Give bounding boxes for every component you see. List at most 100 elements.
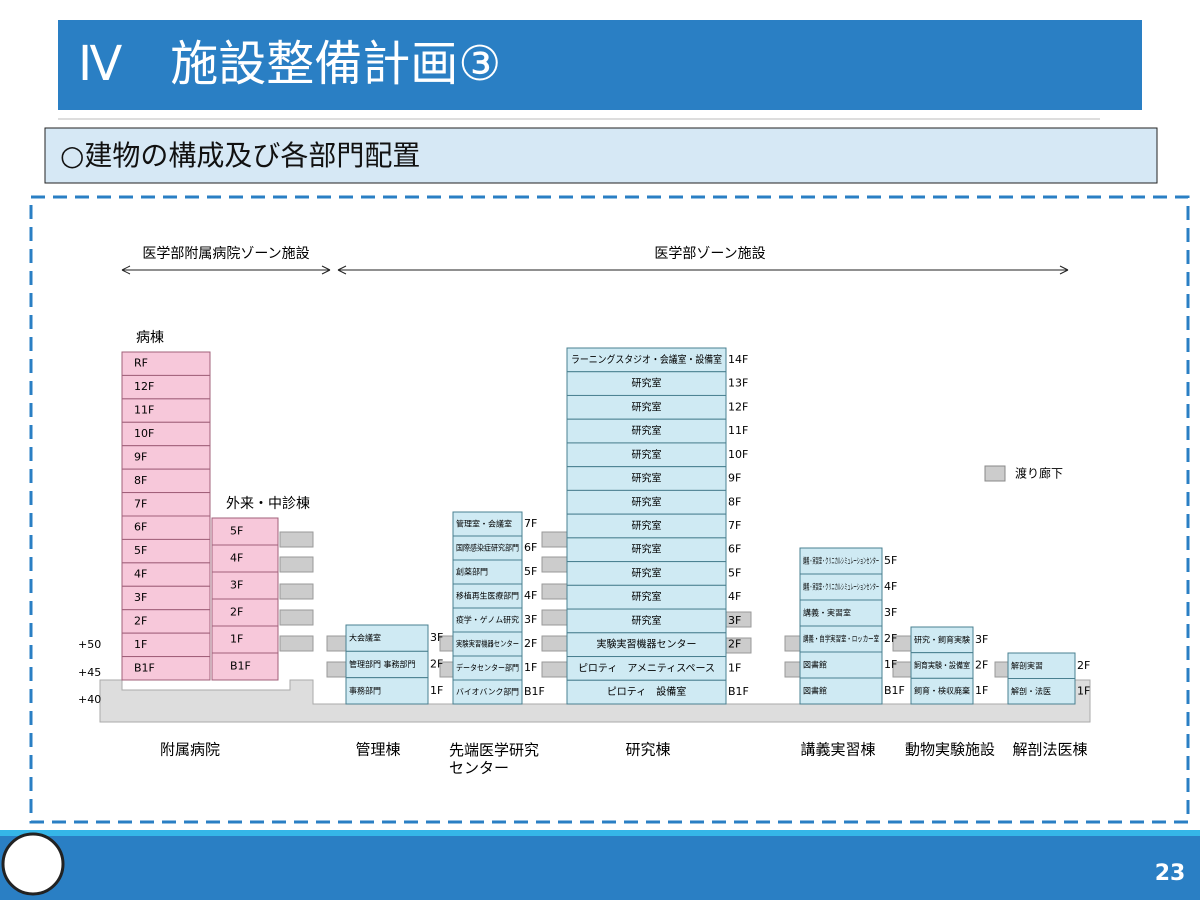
- floor-level: B1F: [728, 685, 749, 698]
- room: 講義・実習室・クリニカルシミュレーションセンター: [803, 582, 879, 592]
- room: 研究室: [632, 495, 662, 508]
- building-name: 先端医学研究センター: [449, 741, 539, 777]
- zone-arrow: [121, 265, 331, 275]
- legend-label: 渡り廊下: [1015, 466, 1063, 481]
- room: 研究室: [632, 590, 662, 603]
- corridors: [279, 531, 1009, 678]
- room: ラーニングスタジオ・会議室・設備室: [571, 353, 722, 366]
- floor-level: 9F: [134, 450, 147, 463]
- room: 研究室: [632, 519, 662, 532]
- floor-level: 1F: [430, 684, 443, 697]
- floor-level: 5F: [230, 525, 243, 538]
- floor-level: 3F: [524, 613, 537, 626]
- floor-level: 4F: [884, 580, 897, 593]
- room: 実験実習機器センター: [597, 638, 697, 651]
- floor-level: 12F: [728, 400, 748, 413]
- level-marker: +50: [78, 638, 101, 651]
- floor-level: 3F: [134, 591, 147, 604]
- floor-level: 5F: [884, 554, 897, 567]
- floor-level: 2F: [230, 606, 243, 619]
- floor-level: 2F: [134, 614, 147, 627]
- room: 管理部門 事務部門: [349, 659, 416, 669]
- building-name: 講義実習棟: [800, 741, 875, 759]
- floor-level: 1F: [134, 638, 147, 651]
- room: データセンター部門: [456, 663, 519, 673]
- room: 図書館: [803, 686, 827, 696]
- ground: [99, 679, 1091, 723]
- block-title: 病棟: [136, 330, 164, 346]
- room: 飼育実験・設備室: [914, 660, 970, 670]
- floor-level: 1F: [728, 661, 741, 674]
- floor-level: 8F: [134, 474, 147, 487]
- floor-level: 6F: [524, 541, 537, 554]
- level-marker: +45: [78, 666, 101, 679]
- room: 講義・実習室・クリニカルシミュレーションセンター: [803, 556, 879, 566]
- floor-level: 5F: [728, 566, 741, 579]
- room: 解剖・法医: [1011, 686, 1051, 696]
- floor-level: 11F: [728, 424, 748, 437]
- floor-level: 8F: [728, 495, 741, 508]
- floor-level: 2F: [430, 658, 443, 671]
- floor: [799, 573, 883, 601]
- floor: [345, 677, 429, 705]
- floor-level: 12F: [134, 380, 154, 393]
- floor: [452, 511, 523, 537]
- room: 研究室: [632, 614, 662, 627]
- floor-level: RF: [134, 357, 148, 370]
- floor-level: 3F: [430, 631, 443, 644]
- floor-level: 10F: [134, 427, 154, 440]
- floor-level: 14F: [728, 353, 748, 366]
- room: 研究室: [632, 400, 662, 413]
- building-name: 研究棟: [625, 741, 670, 759]
- floor-level: 4F: [728, 590, 741, 603]
- building-name: 動物実験施設: [905, 741, 995, 759]
- floor-level: 2F: [524, 637, 537, 650]
- subtitle: ○建物の構成及び各部門配置: [60, 139, 420, 172]
- floor: [121, 656, 211, 681]
- floor-level: 6F: [134, 521, 147, 534]
- floor-level: 4F: [134, 568, 147, 581]
- floor-level: 5F: [524, 565, 537, 578]
- floor: [211, 652, 279, 681]
- zone-arrow: [337, 265, 1069, 275]
- subtitle-box: [44, 127, 1158, 184]
- block-title: 外来・中診棟: [226, 496, 310, 512]
- room: 研究室: [632, 377, 662, 390]
- floor-level: 2F: [1077, 659, 1090, 672]
- floor: [799, 677, 883, 705]
- room: 実験実習機器センター: [456, 639, 519, 649]
- floor: [452, 655, 523, 681]
- floor-level: 5F: [134, 544, 147, 557]
- floor: [1007, 652, 1076, 679]
- floor-level: B1F: [230, 660, 251, 673]
- floor: [799, 651, 883, 679]
- floor: [566, 679, 727, 705]
- floor-level: 3F: [230, 579, 243, 592]
- floor: [452, 535, 523, 561]
- room: 移植再生医療部門: [456, 591, 519, 601]
- room: 解剖実習: [1011, 660, 1043, 670]
- floor-level: 2F: [975, 659, 988, 672]
- floor-level: 10F: [728, 448, 748, 461]
- floor-level: 11F: [134, 404, 154, 417]
- floor-level: 4F: [230, 552, 243, 565]
- floor-level: 9F: [728, 472, 741, 485]
- floor: [910, 677, 974, 705]
- floor-level: B1F: [884, 684, 905, 697]
- room: 研究室: [632, 424, 662, 437]
- room: 飼育・検収廃棄: [914, 686, 970, 696]
- building-name: 解剖法医棟: [1012, 741, 1087, 759]
- room: 講義・自学実習室・ロッカー室: [803, 634, 879, 644]
- floor-level: 1F: [524, 661, 537, 674]
- floor: [452, 559, 523, 585]
- room: 講義・実習室: [803, 608, 851, 618]
- building-name: 附属病院: [160, 741, 220, 759]
- floor: [211, 517, 279, 546]
- room: 研究室: [632, 448, 662, 461]
- room: 研究・飼育実験: [914, 634, 970, 644]
- floor: [799, 547, 883, 575]
- page-number: 23: [1155, 861, 1186, 886]
- footer-band: [0, 830, 1200, 900]
- floor: [1007, 678, 1076, 705]
- zone-label: 医学部附属病院ゾーン施設: [142, 246, 309, 262]
